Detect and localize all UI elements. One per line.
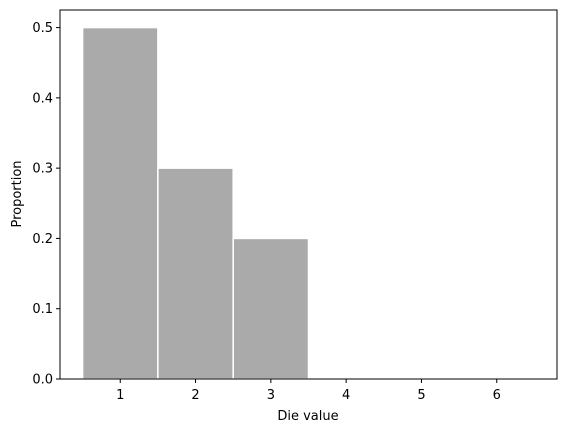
y-tick-label: 0.4	[32, 91, 53, 106]
x-tick-label: 2	[191, 388, 199, 403]
plot-frame	[59, 9, 558, 380]
bar-3	[232, 237, 310, 380]
x-tick-label: 1	[116, 388, 124, 403]
y-tick-label: 0.2	[32, 232, 53, 247]
y-axis-label: Proportion	[10, 160, 25, 227]
bars-group	[81, 26, 310, 380]
y-tick-label: 0.1	[32, 302, 53, 317]
x-tick-label: 4	[342, 388, 350, 403]
y-tick-label: 0.5	[32, 21, 53, 36]
bar-1	[81, 26, 159, 380]
x-axis-label: Die value	[277, 409, 338, 424]
x-tick-label: 5	[417, 388, 425, 403]
y-tick-label: 0.3	[32, 162, 53, 177]
y-axis-ticks: 0.0 0.1 0.2 0.3 0.4 0.5	[32, 21, 60, 388]
x-tick-label: 6	[493, 388, 501, 403]
x-axis-ticks: 1 2 3 4 5 6	[116, 379, 501, 403]
bar-2	[157, 167, 234, 380]
y-tick-label: 0.0	[32, 373, 53, 388]
x-tick-label: 3	[267, 388, 275, 403]
